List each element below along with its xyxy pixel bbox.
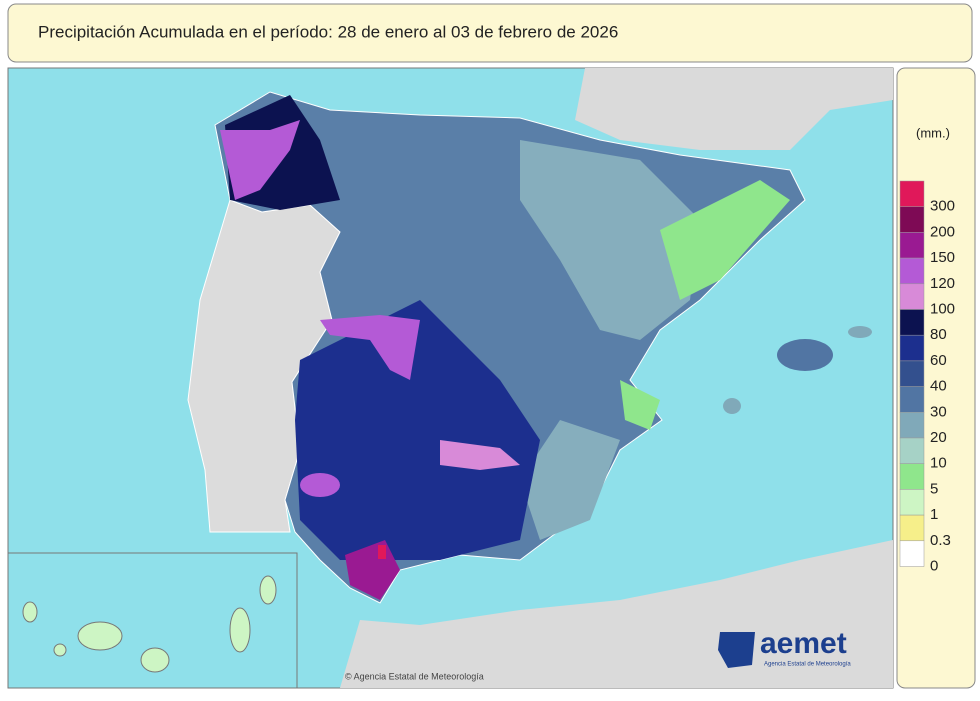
- title-box: [7, 3, 973, 63]
- island: [140, 647, 170, 673]
- legend-label: 10: [930, 455, 947, 472]
- island: [259, 575, 277, 605]
- title: Precipitación Acumulada en el período: 2…: [38, 22, 618, 41]
- legend-swatch: [899, 180, 925, 207]
- legend-swatch: [899, 334, 925, 362]
- legend-swatch: [899, 309, 925, 336]
- legend-label: 100: [930, 300, 955, 317]
- legend-label: 120: [930, 275, 955, 292]
- precip-10: [660, 180, 790, 300]
- legend-label: 0: [930, 557, 938, 574]
- legend: (mm.) 300 200 150 120 100 80 60 40 30 20 10 5 1 0.3 0: [896, 67, 976, 689]
- legend-swatch: [899, 514, 925, 542]
- mallorca: [777, 339, 833, 371]
- map: © Agencia Estatal de Meteorología aemet …: [7, 67, 894, 689]
- logo-subtitle: Agencia Estatal de Meteorología: [764, 662, 851, 668]
- legend-swatch: [899, 463, 925, 490]
- precip-120: [220, 120, 300, 200]
- legend-label: 80: [930, 326, 947, 343]
- legend-swatch: [899, 412, 925, 439]
- precip-120: [300, 473, 340, 497]
- legend-swatch: [899, 540, 925, 567]
- island: [229, 607, 251, 653]
- legend-label: 150: [930, 249, 955, 266]
- legend-label: 0.3: [930, 532, 951, 549]
- legend-label: 60: [930, 352, 947, 369]
- island: [77, 621, 123, 651]
- precip-120: [320, 315, 420, 380]
- precip-300: [378, 545, 386, 559]
- precip-20: [520, 420, 620, 540]
- legend-swatch: [899, 283, 925, 310]
- legend-label: 30: [930, 403, 947, 420]
- island: [53, 643, 67, 657]
- credit: © Agencia Estatal de Meteorología: [345, 671, 484, 681]
- legend-label: 200: [930, 223, 955, 240]
- precip-100: [440, 440, 520, 470]
- legend-label: 300: [930, 198, 955, 215]
- legend-label: 5: [930, 480, 938, 497]
- legend-swatch: [899, 360, 925, 387]
- legend-swatch: [899, 489, 925, 516]
- france: [575, 68, 893, 150]
- precip-10: [620, 380, 660, 430]
- legend-swatch: [899, 386, 925, 413]
- logo-mark: [718, 632, 755, 668]
- island: [22, 601, 38, 623]
- legend-label: 40: [930, 378, 947, 395]
- menorca: [848, 326, 872, 338]
- legend-swatch: [899, 232, 925, 259]
- precip-60: [295, 300, 540, 560]
- legend-unit: (mm.): [916, 125, 950, 140]
- logo-name: aemet: [760, 627, 847, 660]
- legend-swatch: [899, 437, 925, 464]
- africa: [340, 540, 893, 688]
- legend-swatch: [899, 206, 925, 233]
- precip-20: [520, 140, 700, 340]
- legend-swatch: [899, 257, 925, 285]
- legend-label: 20: [930, 429, 947, 446]
- ibiza: [723, 398, 741, 414]
- legend-label: 1: [930, 506, 938, 523]
- precip-150: [345, 540, 400, 600]
